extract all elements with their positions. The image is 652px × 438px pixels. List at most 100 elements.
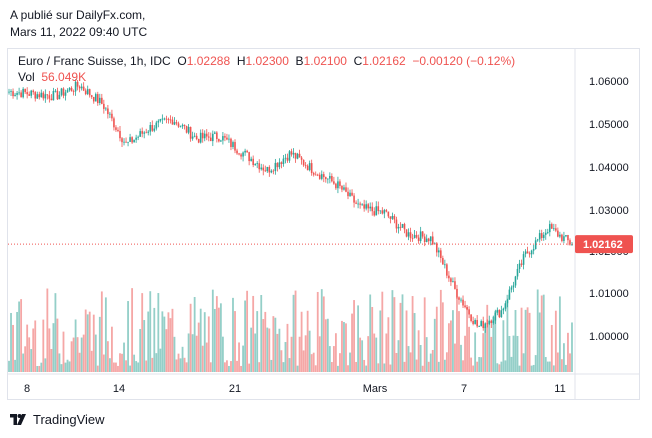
candle-body [448,275,450,279]
candle-body [363,204,365,209]
volume-bar [80,337,83,372]
volume-bar [320,289,323,372]
volume-bar [201,345,204,372]
y-tick-label: 1.00000 [589,331,629,343]
candle-body [40,92,43,98]
volume-bar [544,357,547,372]
volume-bar [163,316,166,372]
volume-bar [10,312,12,372]
candle-body [117,129,119,131]
candle-body [322,174,325,178]
volume-bar [24,346,27,372]
candle-body [456,288,458,298]
volume-bar [60,364,63,372]
candle-body [129,137,131,142]
y-tick-label: 1.04000 [589,162,629,174]
candle-body [492,320,495,323]
symbol-name[interactable]: Euro / Franc Suisse, 1h, IDC [18,54,171,68]
candle-body [139,131,141,137]
volume-bar [141,293,144,372]
volume-bar [264,311,267,372]
candle-body [435,243,438,253]
volume-bar [217,307,220,372]
volume-bar [139,328,142,372]
volume-bar [322,296,325,372]
footer-brand[interactable]: TradingView [10,412,105,427]
volume-bar [540,295,543,372]
candle-body [137,136,139,138]
candle-body [72,91,75,92]
volume-bar [387,317,390,372]
candle-body [201,132,204,139]
volume-bar [452,310,454,372]
volume-bar [454,343,456,372]
candle-body [74,81,77,92]
volume-bar [177,353,180,372]
candle-body [341,185,343,190]
candle-body [26,92,28,95]
volume-bar [30,349,33,372]
candle-body [306,165,309,171]
candle-body [458,297,460,300]
candle-body [440,250,442,259]
candle-body [151,124,154,131]
candle-body [405,229,408,237]
volume-bar [514,310,517,372]
candle-body [377,206,380,212]
volume-bar [42,319,45,372]
candle-body [64,92,67,96]
volume-bar [464,335,466,372]
candle-body [214,132,216,134]
volume-bar [151,357,154,372]
volume-bar [104,297,107,372]
candle-body [516,268,519,277]
candle-body [173,122,176,125]
candle-body [476,319,478,327]
volume-bar [567,332,569,372]
volume-bar [268,328,271,372]
candle-body [569,240,571,245]
low-label: B [295,54,304,68]
volume-bar [300,311,303,372]
volume-bar [456,297,458,372]
candle-body [161,118,164,120]
candle-body [62,88,65,96]
candle-body [274,162,277,171]
volume-bar [18,301,21,372]
candle-body [357,203,359,205]
volume-bar [213,308,216,372]
candle-body [282,158,285,164]
volume-bar [310,354,313,372]
candle-body [52,90,55,101]
volume-bar [405,310,408,372]
candle-body [498,309,501,318]
candle-body [502,308,505,311]
volume-bar [361,340,364,372]
candle-body [197,139,200,143]
candle-body [163,118,166,120]
volume-bar [102,354,105,372]
volume-bar [92,314,95,372]
volume-bar [290,336,293,372]
candle-body [555,228,557,231]
volume-bar [86,314,89,372]
volume-bar [500,361,503,372]
volume-bar [351,313,353,372]
candle-body [252,158,254,165]
volume-bar [512,335,515,372]
volume-bar [427,361,430,372]
volume-bar [137,362,140,372]
volume-bar [530,365,533,372]
volume-bar [84,309,87,372]
volume-bar [292,294,295,372]
candle-body [397,226,400,229]
volume-bar [278,328,281,372]
volume-bar [78,352,81,372]
volume-bar [20,299,23,372]
volume-bar [179,358,182,372]
x-tick-label: 14 [113,383,125,395]
candle-body [123,141,125,143]
candle-body [349,192,351,197]
candle-body [290,151,293,155]
